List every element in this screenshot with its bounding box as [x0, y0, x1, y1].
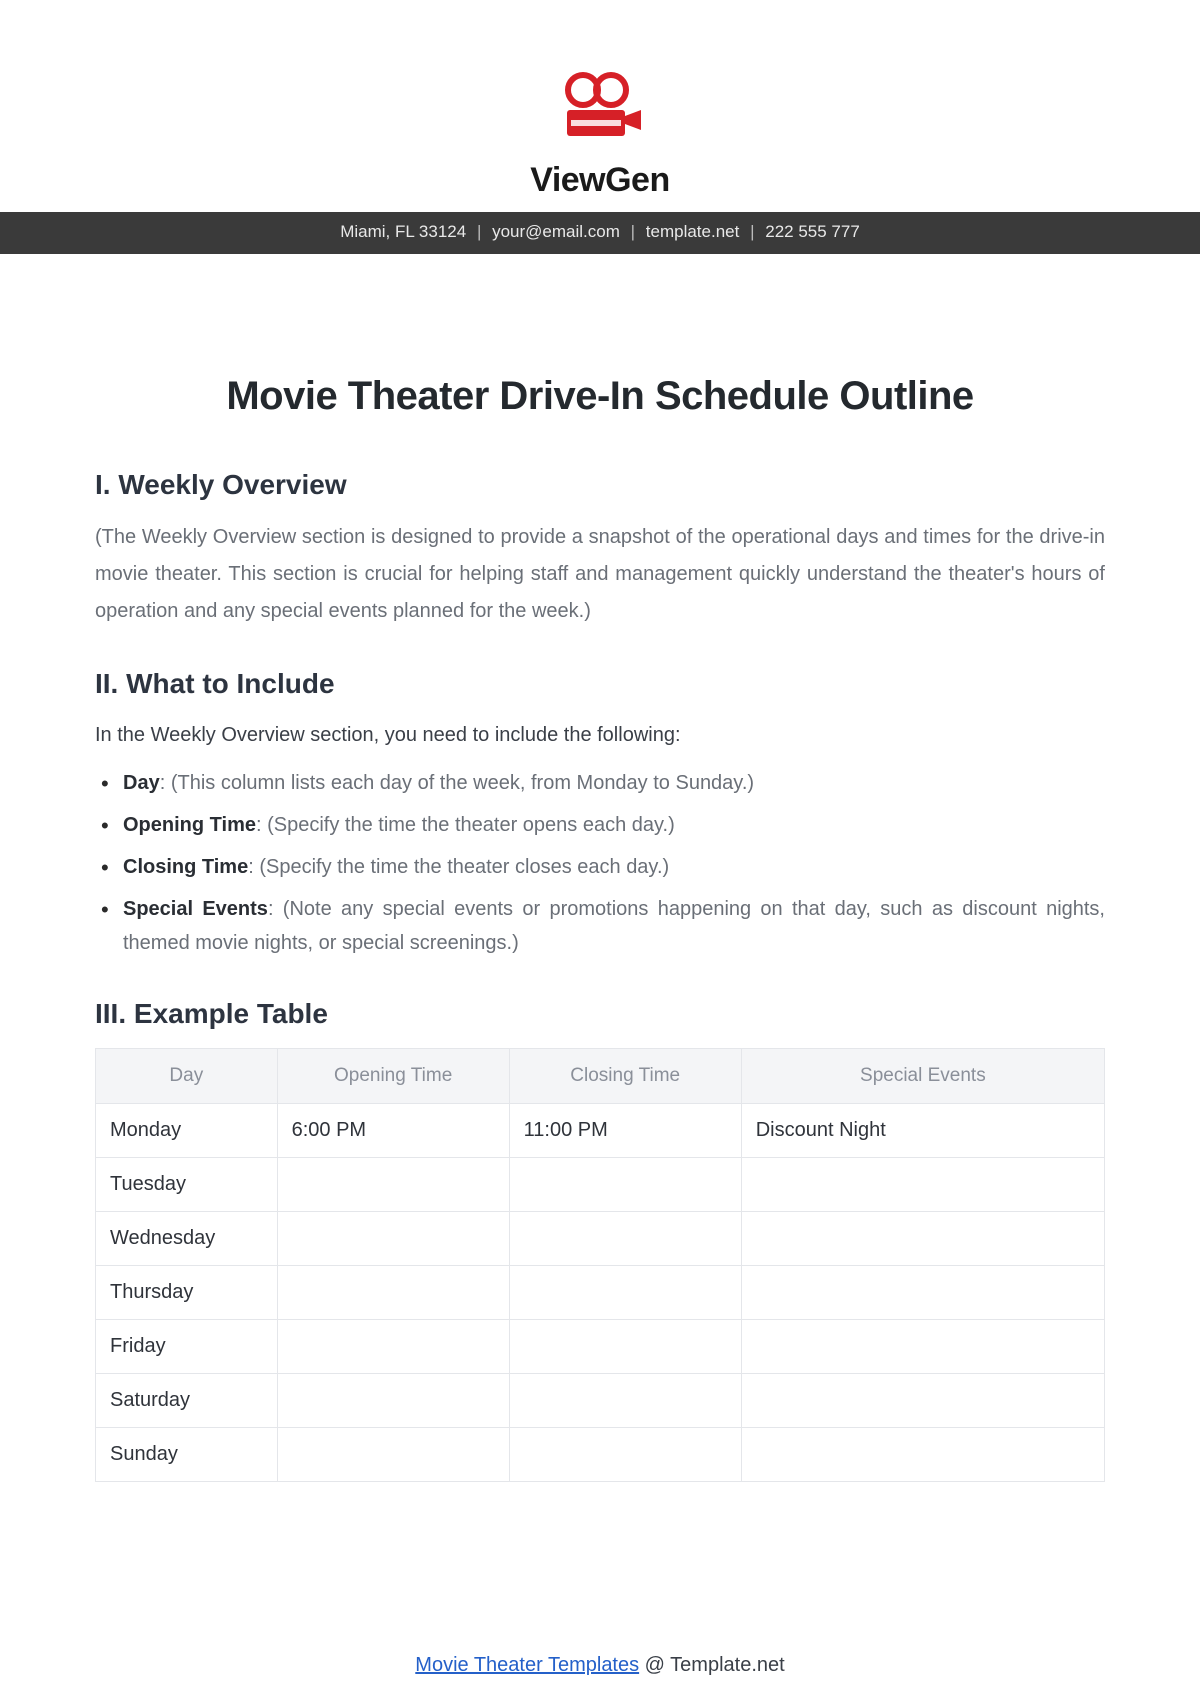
table-row: Monday6:00 PM11:00 PMDiscount Night — [96, 1104, 1105, 1158]
col-closing: Closing Time — [509, 1049, 741, 1104]
separator: | — [631, 222, 635, 241]
table-cell — [741, 1158, 1104, 1212]
table-cell — [741, 1320, 1104, 1374]
table-cell: Tuesday — [96, 1158, 278, 1212]
contact-bar: Miami, FL 33124 | your@email.com | templ… — [0, 212, 1200, 254]
table-cell — [509, 1266, 741, 1320]
table-cell — [277, 1158, 509, 1212]
list-item: Special Events: (Note any special events… — [99, 892, 1105, 960]
table-cell: Friday — [96, 1320, 278, 1374]
table-cell — [741, 1266, 1104, 1320]
section-2-intro: In the Weekly Overview section, you need… — [95, 718, 1105, 752]
table-cell — [509, 1212, 741, 1266]
table-cell — [277, 1266, 509, 1320]
table-row: Tuesday — [96, 1158, 1105, 1212]
col-events: Special Events — [741, 1049, 1104, 1104]
table-cell: 6:00 PM — [277, 1104, 509, 1158]
table-cell — [741, 1212, 1104, 1266]
table-row: Friday — [96, 1320, 1105, 1374]
section-3-heading: III. Example Table — [95, 998, 1105, 1030]
footer: Movie Theater Templates @ Template.net — [0, 1654, 1200, 1677]
col-day: Day — [96, 1049, 278, 1104]
section-2-heading: II. What to Include — [95, 668, 1105, 700]
table-row: Sunday — [96, 1428, 1105, 1482]
item-desc: : (Specify the time the theater closes e… — [248, 856, 669, 878]
section-1-heading: I. Weekly Overview — [95, 469, 1105, 501]
document-page: ViewGen Miami, FL 33124 | your@email.com… — [0, 0, 1200, 1701]
list-item: Day: (This column lists each day of the … — [99, 766, 1105, 800]
contact-website: template.net — [646, 222, 740, 241]
table-cell — [509, 1374, 741, 1428]
table-row: Saturday — [96, 1374, 1105, 1428]
item-desc: : (Specify the time the theater opens ea… — [256, 814, 675, 836]
table-cell — [741, 1374, 1104, 1428]
table-cell — [277, 1320, 509, 1374]
table-cell: Saturday — [96, 1374, 278, 1428]
brand-name: ViewGen — [0, 161, 1200, 200]
camera-logo-icon — [545, 70, 655, 155]
table-cell: Discount Night — [741, 1104, 1104, 1158]
table-cell: Sunday — [96, 1428, 278, 1482]
contact-email: your@email.com — [492, 222, 620, 241]
table-cell: Monday — [96, 1104, 278, 1158]
include-list: Day: (This column lists each day of the … — [95, 766, 1105, 960]
table-body: Monday6:00 PM11:00 PMDiscount NightTuesd… — [96, 1104, 1105, 1482]
item-label: Special Events — [123, 898, 268, 920]
list-item: Opening Time: (Specify the time the thea… — [99, 808, 1105, 842]
contact-address: Miami, FL 33124 — [340, 222, 466, 241]
content-area: Movie Theater Drive-In Schedule Outline … — [0, 254, 1200, 1482]
separator: | — [477, 222, 481, 241]
table-header-row: Day Opening Time Closing Time Special Ev… — [96, 1049, 1105, 1104]
schedule-table: Day Opening Time Closing Time Special Ev… — [95, 1048, 1105, 1482]
item-label: Opening Time — [123, 814, 256, 836]
table-cell — [741, 1428, 1104, 1482]
table-cell — [277, 1374, 509, 1428]
separator: | — [750, 222, 754, 241]
item-desc: : (Note any special events or promotions… — [123, 898, 1105, 954]
table-row: Wednesday — [96, 1212, 1105, 1266]
table-cell — [277, 1428, 509, 1482]
table-cell — [509, 1320, 741, 1374]
list-item: Closing Time: (Specify the time the thea… — [99, 850, 1105, 884]
item-label: Closing Time — [123, 856, 248, 878]
table-cell — [509, 1158, 741, 1212]
table-cell — [509, 1428, 741, 1482]
page-title: Movie Theater Drive-In Schedule Outline — [95, 374, 1105, 419]
table-cell: Wednesday — [96, 1212, 278, 1266]
table-row: Thursday — [96, 1266, 1105, 1320]
logo-block: ViewGen — [0, 0, 1200, 212]
item-desc: : (This column lists each day of the wee… — [160, 772, 754, 794]
table-cell: 11:00 PM — [509, 1104, 741, 1158]
col-opening: Opening Time — [277, 1049, 509, 1104]
item-label: Day — [123, 772, 160, 794]
table-cell: Thursday — [96, 1266, 278, 1320]
footer-link[interactable]: Movie Theater Templates — [415, 1654, 639, 1676]
table-cell — [277, 1212, 509, 1266]
contact-phone: 222 555 777 — [765, 222, 860, 241]
footer-suffix: @ Template.net — [639, 1654, 785, 1676]
section-1-body: (The Weekly Overview section is designed… — [95, 519, 1105, 630]
